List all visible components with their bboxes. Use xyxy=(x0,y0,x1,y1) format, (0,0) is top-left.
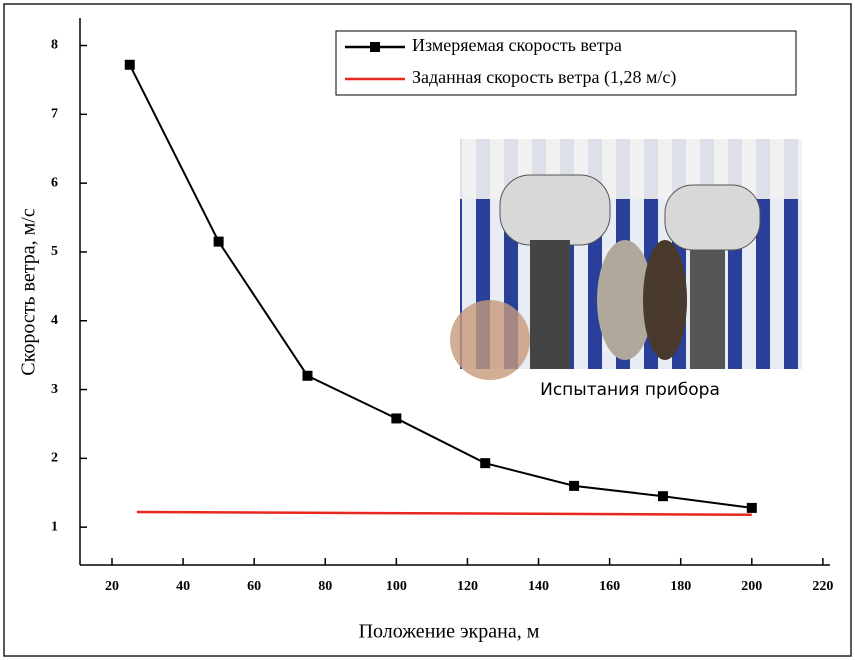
series-line xyxy=(137,512,752,515)
image-caption: Испытания прибора xyxy=(540,380,720,400)
x-tick-label: 40 xyxy=(176,579,190,594)
y-tick-label: 4 xyxy=(51,313,58,328)
data-point xyxy=(569,481,579,491)
y-tick-label: 3 xyxy=(51,382,58,397)
y-tick-label: 2 xyxy=(51,451,58,466)
y-tick-label: 6 xyxy=(51,175,58,190)
legend-marker xyxy=(370,42,380,52)
y-tick-label: 5 xyxy=(51,244,58,259)
data-point xyxy=(125,60,135,70)
data-point xyxy=(658,491,668,501)
data-point xyxy=(747,503,757,513)
legend-label: Заданная скорость ветра (1,28 м/с) xyxy=(412,67,676,88)
data-point xyxy=(391,413,401,423)
x-tick-label: 20 xyxy=(105,579,119,594)
legend-label: Измеряемая скорость ветра xyxy=(412,35,622,55)
x-tick-label: 120 xyxy=(457,579,478,594)
x-tick-label: 180 xyxy=(670,579,691,594)
photo xyxy=(450,139,802,380)
data-point xyxy=(480,458,490,468)
y-tick-label: 1 xyxy=(51,519,58,534)
chart: Испытания прибора Положение экрана, м Ск… xyxy=(0,0,855,660)
x-tick-label: 80 xyxy=(318,579,332,594)
x-axis-label: Положение экрана, м xyxy=(359,621,540,643)
x-tick-label: 220 xyxy=(812,579,833,594)
data-point xyxy=(214,237,224,247)
x-tick-label: 160 xyxy=(599,579,620,594)
y-tick-label: 7 xyxy=(51,107,58,122)
x-tick-label: 60 xyxy=(247,579,261,594)
x-tick-label: 200 xyxy=(741,579,762,594)
y-axis-label: Скорость ветра, м/с xyxy=(18,208,40,376)
x-tick-label: 100 xyxy=(386,579,407,594)
y-tick-label: 8 xyxy=(51,38,58,53)
data-point xyxy=(302,371,312,381)
x-tick-label: 140 xyxy=(528,579,549,594)
